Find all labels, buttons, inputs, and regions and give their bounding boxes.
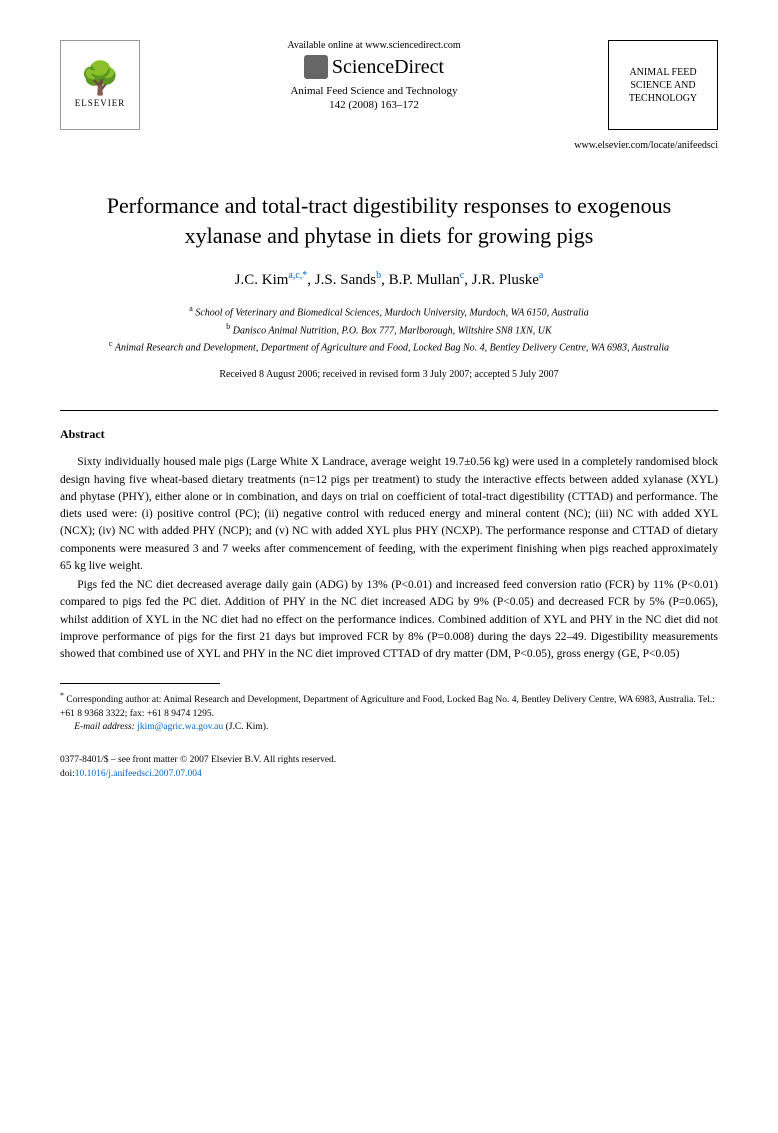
article-title: Performance and total-tract digestibilit… bbox=[60, 191, 718, 250]
corresponding-email[interactable]: jkim@agric.wa.gov.au bbox=[137, 722, 223, 732]
email-author: (J.C. Kim). bbox=[226, 722, 269, 732]
authors-line: J.C. Kima,c,*, J.S. Sandsb, B.P. Mullanc… bbox=[60, 270, 718, 289]
badge-line3: TECHNOLOGY bbox=[629, 92, 697, 105]
author-2-affil[interactable]: b bbox=[376, 270, 381, 281]
footnote-divider bbox=[60, 683, 220, 684]
sciencedirect-icon bbox=[304, 55, 328, 79]
center-header: Available online at www.sciencedirect.co… bbox=[140, 40, 608, 113]
author-3-affil[interactable]: c bbox=[460, 270, 464, 281]
doi-line: doi:10.1016/j.anifeedsci.2007.07.004 bbox=[60, 768, 718, 781]
section-divider bbox=[60, 410, 718, 411]
journal-badge: ANIMAL FEED SCIENCE AND TECHNOLOGY bbox=[608, 40, 718, 130]
abstract-para-2: Pigs fed the NC diet decreased average d… bbox=[60, 577, 718, 663]
elsevier-label: ELSEVIER bbox=[75, 98, 126, 108]
sciencedirect-logo: ScienceDirect bbox=[160, 55, 588, 79]
author-3: B.P. Mullanc bbox=[389, 272, 465, 288]
journal-name: Animal Feed Science and Technology bbox=[160, 85, 588, 97]
badge-line1: ANIMAL FEED bbox=[629, 66, 696, 79]
affiliation-a: a School of Veterinary and Biomedical Sc… bbox=[100, 303, 678, 320]
email-label: E-mail address: bbox=[74, 722, 135, 732]
author-1-corr[interactable]: * bbox=[302, 270, 307, 281]
copyright-line: 0377-8401/$ – see front matter © 2007 El… bbox=[60, 754, 718, 767]
bottom-info: 0377-8401/$ – see front matter © 2007 El… bbox=[60, 754, 718, 781]
available-online-text: Available online at www.sciencedirect.co… bbox=[160, 40, 588, 51]
author-1-affil[interactable]: a,c, bbox=[288, 270, 302, 281]
elsevier-logo: 🌳 ELSEVIER bbox=[60, 40, 140, 130]
author-2: J.S. Sandsb bbox=[315, 272, 381, 288]
header-row: 🌳 ELSEVIER Available online at www.scien… bbox=[60, 40, 718, 130]
affiliation-c: c Animal Research and Development, Depar… bbox=[100, 338, 678, 355]
elsevier-tree-icon: 🌳 bbox=[80, 62, 120, 94]
badge-line2: SCIENCE AND bbox=[630, 79, 695, 92]
author-4-affil[interactable]: a bbox=[539, 270, 543, 281]
abstract-para-1: Sixty individually housed male pigs (Lar… bbox=[60, 454, 718, 575]
affiliation-b: b Danisco Animal Nutrition, P.O. Box 777… bbox=[100, 321, 678, 338]
locate-url: www.elsevier.com/locate/anifeedsci bbox=[60, 140, 718, 151]
abstract-heading: Abstract bbox=[60, 427, 718, 442]
abstract-body: Sixty individually housed male pigs (Lar… bbox=[60, 454, 718, 663]
affiliations: a School of Veterinary and Biomedical Sc… bbox=[60, 303, 718, 355]
author-1: J.C. Kima,c,* bbox=[235, 272, 308, 288]
doi-link[interactable]: 10.1016/j.anifeedsci.2007.07.004 bbox=[75, 769, 202, 779]
corresponding-author-footnote: * Corresponding author at: Animal Resear… bbox=[60, 690, 718, 734]
sciencedirect-label: ScienceDirect bbox=[332, 56, 444, 79]
article-dates: Received 8 August 2006; received in revi… bbox=[60, 369, 718, 380]
journal-issue: 142 (2008) 163–172 bbox=[160, 99, 588, 111]
author-4: J.R. Pluskea bbox=[472, 272, 544, 288]
